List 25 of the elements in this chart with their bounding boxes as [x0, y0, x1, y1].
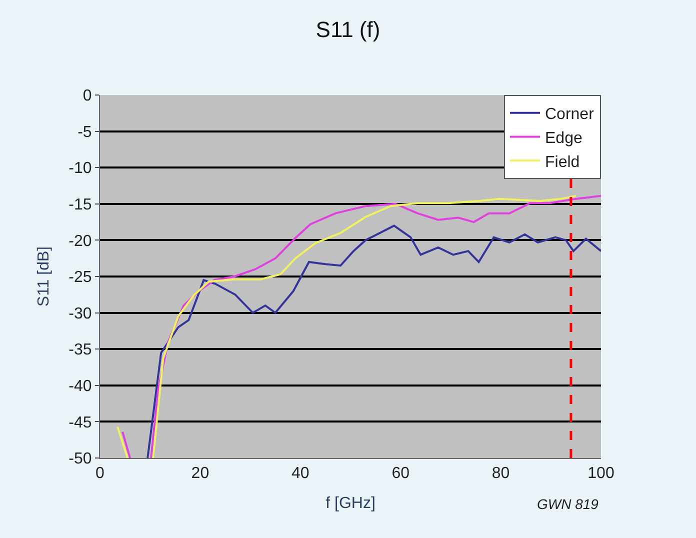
- x-tick-label: 60: [392, 465, 410, 482]
- y-tick-label: -15: [68, 196, 92, 214]
- legend-label: Corner: [545, 106, 595, 124]
- y-tick-label: -10: [68, 160, 92, 178]
- x-axis-title: f [GHz]: [326, 494, 376, 512]
- y-tick-label: -30: [68, 305, 92, 322]
- y-tick-label: -45: [68, 414, 92, 432]
- y-tick-label: -5: [78, 124, 92, 141]
- y-tick-label: -50: [68, 450, 92, 468]
- y-tick-label: -35: [68, 342, 92, 359]
- line-series: [146, 224, 601, 458]
- y-tick-label: 0: [82, 88, 92, 105]
- text: GWN 819: [537, 496, 599, 512]
- y-tick-label: -25: [68, 269, 92, 286]
- legend-label: Field: [545, 154, 580, 171]
- x-tick-label: 40: [292, 465, 310, 482]
- x-tick-label: 20: [191, 465, 210, 482]
- y-tick-label: -40: [68, 378, 92, 395]
- chart-title: S11 (f): [316, 16, 380, 42]
- y-tick-label: -20: [68, 232, 92, 250]
- y-axis-title: S11 [dB]: [36, 246, 53, 307]
- x-tick-label: 100: [588, 465, 614, 482]
- x-tick-label: 80: [492, 465, 510, 482]
- legend-label: Edge: [545, 130, 582, 147]
- x-tick-label: 0: [96, 465, 105, 482]
